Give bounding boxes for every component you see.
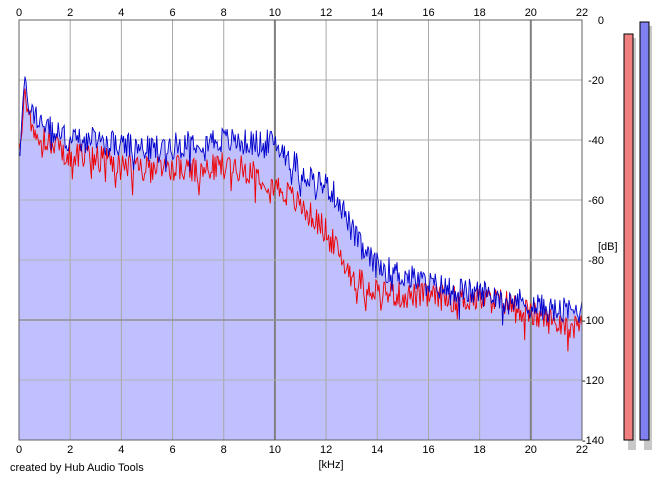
x-tick-label-top: 12	[320, 7, 332, 19]
x-tick-label-top: 4	[118, 7, 124, 19]
x-tick-label-bottom: 18	[474, 444, 486, 456]
y-tick-label: -120	[582, 375, 604, 387]
x-tick-label-top: 10	[269, 7, 281, 19]
x-tick-label-top: 2	[67, 7, 73, 19]
x-tick-label-bottom: 20	[525, 444, 537, 456]
meter-left-bar	[623, 33, 634, 441]
y-tick-label: -40	[588, 135, 604, 147]
meter-right-bar	[639, 21, 650, 441]
x-tick-label-bottom: 10	[269, 444, 281, 456]
x-tick-label-bottom: 0	[16, 444, 22, 456]
y-axis-label: [dB]	[598, 241, 618, 253]
x-tick-label-top: 16	[422, 7, 434, 19]
x-tick-label-bottom: 14	[371, 444, 383, 456]
y-tick-label: -140	[582, 435, 604, 447]
y-tick-label: -80	[588, 255, 604, 267]
x-tick-label-top: 18	[474, 7, 486, 19]
x-tick-label-top: 0	[16, 7, 22, 19]
credit-text: created by Hub Audio Tools	[10, 462, 144, 474]
y-tick-label: -100	[582, 315, 604, 327]
x-tick-label-top: 6	[169, 7, 175, 19]
series-line-red	[18, 88, 583, 352]
y-tick-label: -60	[588, 195, 604, 207]
series-line-blue	[18, 76, 583, 326]
x-tick-label-bottom: 2	[67, 444, 73, 456]
x-tick-label-bottom: 12	[320, 444, 332, 456]
x-tick-label-bottom: 16	[422, 444, 434, 456]
x-tick-label-bottom: 4	[118, 444, 124, 456]
plot-frame	[18, 19, 583, 441]
y-tick-label: -20	[588, 75, 604, 87]
spectrum-fill	[19, 76, 582, 440]
x-tick-label-top: 22	[576, 7, 588, 19]
y-tick-label: 0	[598, 15, 604, 27]
x-tick-label-bottom: 6	[169, 444, 175, 456]
x-axis-label: [kHz]	[318, 459, 343, 471]
x-tick-label-top: 14	[371, 7, 383, 19]
x-tick-label-top: 8	[221, 7, 227, 19]
x-tick-label-bottom: 22	[576, 444, 588, 456]
x-tick-label-bottom: 8	[221, 444, 227, 456]
x-tick-label-top: 20	[525, 7, 537, 19]
